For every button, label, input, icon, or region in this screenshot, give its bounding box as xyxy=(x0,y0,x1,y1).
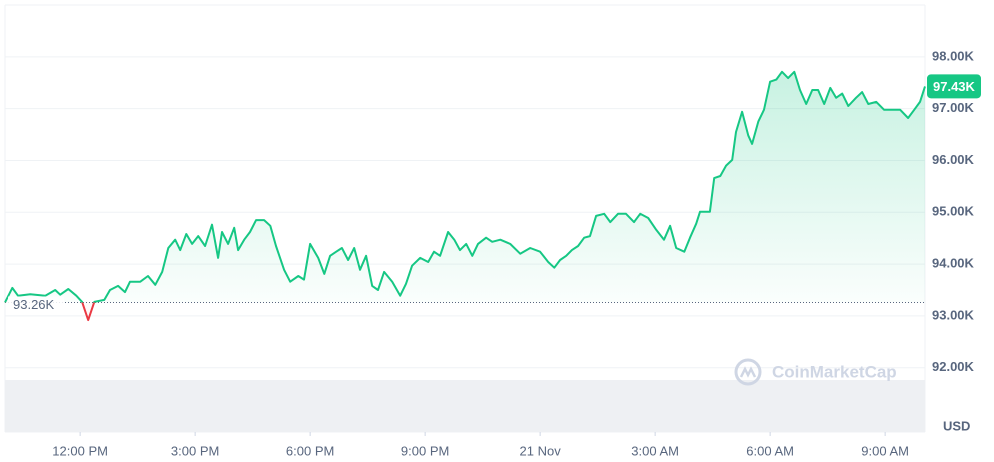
watermark-logo xyxy=(734,358,762,386)
y-tick-label: 96.00K xyxy=(932,152,975,167)
y-tick-label: 93.00K xyxy=(932,307,975,322)
x-tick-label: 3:00 AM xyxy=(631,443,679,458)
price-area xyxy=(5,71,925,321)
x-tick-label: 12:00 PM xyxy=(52,443,108,458)
price-line xyxy=(4,70,926,322)
x-tick-label: 21 Nov xyxy=(520,443,562,458)
y-tick-label: 92.00K xyxy=(932,359,975,374)
y-tick-label: 97.00K xyxy=(932,100,975,115)
watermark: CoinMarketCap xyxy=(772,362,897,381)
y-tick-label: 98.00K xyxy=(932,48,975,63)
baseline-label: 93.26K xyxy=(13,297,55,312)
y-tick-label: 95.00K xyxy=(932,204,975,219)
baseline-label-bg xyxy=(8,296,64,315)
currency-label: USD xyxy=(943,418,970,433)
current-price-label: 97.43K xyxy=(933,79,976,94)
x-tick-label: 3:00 PM xyxy=(171,443,219,458)
y-tick-label: 94.00K xyxy=(932,256,975,271)
x-tick-label: 9:00 PM xyxy=(401,443,449,458)
x-tick-label: 6:00 AM xyxy=(746,443,794,458)
x-tick-label: 9:00 AM xyxy=(861,443,909,458)
volume-band xyxy=(5,380,925,432)
x-tick-label: 6:00 PM xyxy=(286,443,334,458)
current-price-badge xyxy=(927,74,981,99)
